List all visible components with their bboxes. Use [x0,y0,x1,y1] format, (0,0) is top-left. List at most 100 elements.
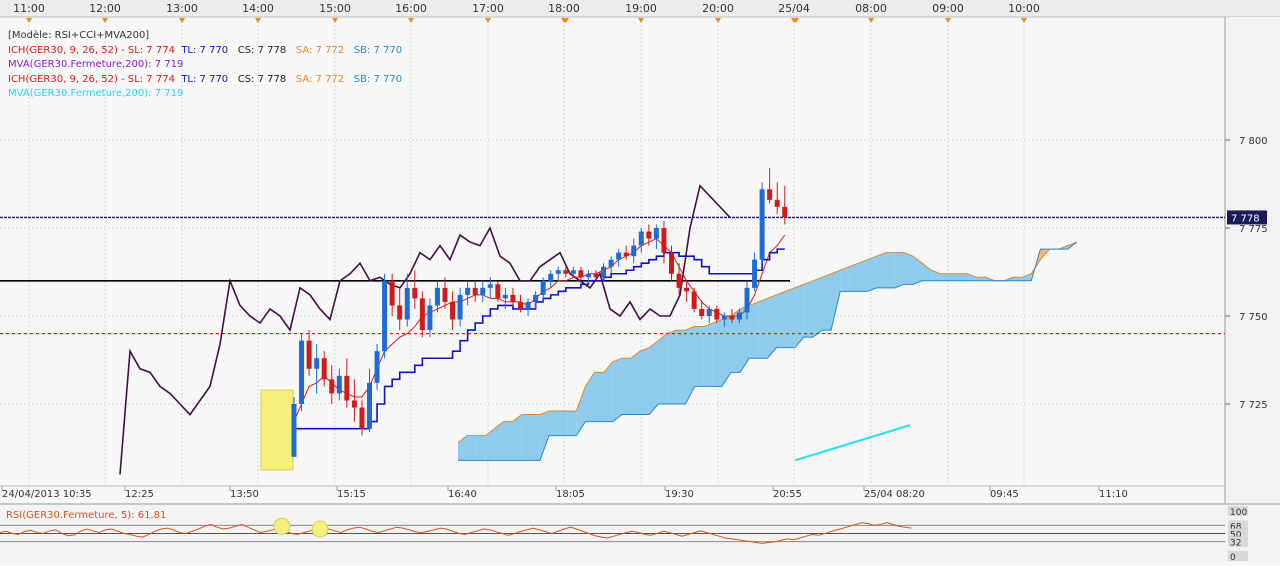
legend-ich-sa: SA: 7 772 [295,44,345,56]
candle-body [623,252,629,257]
time-tick-label: 25/04 08:20 [864,489,925,500]
candle-body [367,382,372,429]
cloud-segment [549,411,559,436]
candle-body [736,312,742,320]
cloud-segment [794,284,804,348]
header-marker-icon [563,18,569,23]
legend-ich-sb: SB: 7 770 [353,44,403,56]
indicator-lines [119,184,911,475]
cloud-segment [967,273,977,281]
candles [291,168,788,457]
cloud-segment [812,277,822,338]
cloud-segment [1013,277,1023,281]
legend-ich-cs: CS: 7 778 [237,44,287,56]
candle-body [374,351,380,383]
candle-body [540,280,546,295]
rsi-tick-label: 50 [1230,531,1242,541]
price-tick-label: 7 725 [1239,400,1268,411]
cloud-segment [876,252,886,288]
current-price-label: 7 778 [1231,213,1260,224]
cloud-segment [903,252,913,285]
candle-body [653,228,659,239]
legend-ichimoku: ICH(GER30, 9, 26, 52) - SL: 7 774 TL: 7 … [8,44,402,59]
time-tick-label: 18:05 [556,489,585,500]
legend-model: [Modèle: RSI+CCI+MVA200] [8,30,150,41]
candle-body [752,259,758,288]
cloud-segment [521,414,531,461]
candle-body [646,231,652,239]
candle-body [699,308,705,316]
candle-body [729,316,735,320]
candle-body [344,375,350,401]
cloud-segment [649,340,659,415]
legend-ich-prefix: ICH(GER30, 9, 26, 52) - SL: 7 774 [8,44,175,56]
rsi-tick-bg [1228,536,1248,547]
cloud-segment [630,351,640,415]
rsi-highlight-marker [311,520,329,538]
header-time-label: 10:00 [1008,2,1040,15]
cloud-segment [621,358,631,415]
price-axis-background [1225,17,1280,507]
cloud-segment [922,263,932,281]
candle-body [404,287,410,320]
cloud-segment [567,411,577,436]
header-time-label: 11:00 [13,2,45,15]
header-time-label: 08:00 [855,2,887,15]
cloud-segment [712,319,722,387]
cloud-segment [458,435,468,461]
legend-ich-sb-2: SB: 7 770 [353,73,403,85]
rsi-line [0,522,912,544]
header-marker-icon [638,18,644,23]
header-marker-icon [945,18,951,23]
cloud-segment [931,270,941,281]
header-marker-icon [793,18,799,23]
cloud-segment [740,305,750,373]
rsi-tick-label: 0 [1230,553,1236,562]
legend-ichimoku-2: ICH(GER30, 9, 26, 52) - SL: 7 774 TL: 7 … [8,73,402,88]
candle-body [744,287,750,313]
header-time-label: 12:00 [89,2,121,15]
candle-body [759,189,765,260]
header-time-label: 20:00 [702,2,734,15]
ichimoku-cloud [457,241,1078,461]
cloud-segment [494,421,504,461]
cloud-segment [840,266,850,292]
candle-body [563,270,569,274]
candle-body [351,400,357,408]
cloud-segment [803,280,813,338]
time-tick-label: 19:30 [665,489,694,500]
candle-body [314,358,320,369]
legend-ich-cs-2: CS: 7 778 [237,73,287,85]
cloud-segment [667,330,677,404]
candle-body [570,270,576,274]
time-tick-label: 16:40 [448,489,477,500]
cloud-segment [858,259,868,292]
candle-body [721,316,727,320]
header-time-label: 18:00 [548,2,580,15]
candle-body [442,287,448,302]
cloud-segment [831,270,841,331]
mva200-line [794,424,911,462]
candle-body [427,305,433,331]
candle-body [661,228,667,253]
rsi-highlight-marker [273,517,291,535]
cloud-segment [785,287,795,348]
current-price-badge [1227,210,1267,225]
candle-body [548,273,554,281]
cloud-segment [503,421,513,461]
candle-body [329,379,335,394]
cloud-segment [913,256,923,285]
header-marker-icon [332,18,338,23]
candle-body [525,301,531,309]
header-marker-icon [255,18,261,23]
cloud-segment [849,263,859,292]
price-tick-label: 7 775 [1239,224,1268,235]
candle-body [321,358,327,380]
time-tick-label: 12:25 [125,489,154,500]
cloud-segment [603,361,613,422]
rsi-tick-label: 100 [1230,508,1247,518]
header-time-label: 25/04 [778,2,810,15]
